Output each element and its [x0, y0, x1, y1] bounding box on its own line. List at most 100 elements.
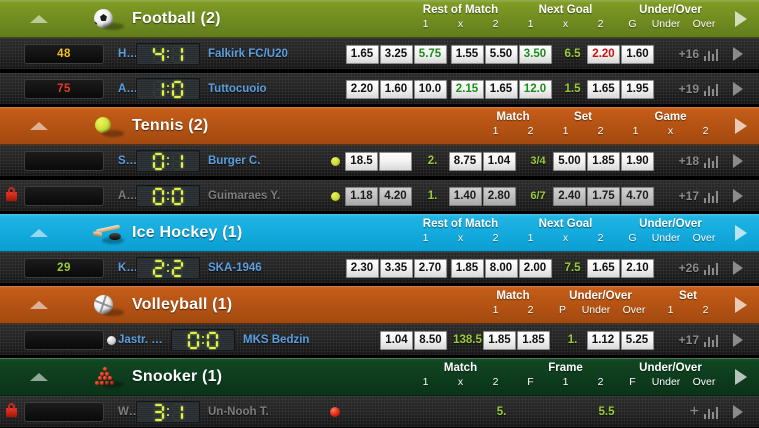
bar-chart-icon[interactable]: [699, 154, 723, 168]
odd-ou-0[interactable]: 2.20: [587, 44, 620, 64]
event-row[interactable]: Simion O.G. Burger C. 18.5 2. 8.751.04 3/…: [0, 145, 759, 177]
more-markets-count[interactable]: +26: [678, 261, 699, 275]
market-col-1: 1: [422, 18, 429, 30]
odd-rest-2[interactable]: 2.70: [413, 258, 447, 278]
play-arrow-icon[interactable]: [723, 358, 759, 396]
bar-chart-icon[interactable]: [699, 261, 723, 275]
more-markets-count[interactable]: +19: [678, 82, 699, 96]
set-number: 1.: [567, 334, 578, 346]
odd-set-0[interactable]: 1.40: [448, 186, 482, 206]
bar-chart-icon[interactable]: [699, 333, 723, 347]
odd-set-0[interactable]: 1.12: [586, 330, 620, 350]
odd-next-0[interactable]: 1.55: [450, 44, 484, 64]
odd-next-2[interactable]: 12.0: [518, 79, 552, 99]
sport-header-icehockey[interactable]: Ice Hockey (1) Rest of Match 1 x 2 Next Go…: [0, 214, 759, 252]
play-arrow-icon[interactable]: [723, 154, 753, 168]
odd-rest-2[interactable]: 10.0: [413, 79, 447, 99]
odd-set-0[interactable]: 8.75: [448, 151, 482, 171]
play-arrow-icon[interactable]: [723, 333, 753, 347]
odd-next-1[interactable]: 5.50: [484, 44, 518, 64]
odd-rest-1[interactable]: 3.25: [379, 44, 413, 64]
play-arrow-icon[interactable]: [723, 82, 753, 96]
market-col-Over: Over: [692, 376, 716, 388]
event-row[interactable]: 48 Hamilton A./U20 Falkirk FC/U20 1.653.…: [0, 38, 759, 70]
event-row[interactable]: 75 Aquila Tuttocuoio 2.201.6010.02.151.6…: [0, 73, 759, 105]
collapse-arrow-icon[interactable]: [28, 119, 50, 133]
market-group-0: Rest of Match 1 x 2: [408, 0, 513, 31]
odd-ou-0[interactable]: 1.65: [587, 79, 620, 99]
market-col-x: x: [562, 18, 569, 30]
more-markets-count[interactable]: +17: [678, 189, 699, 203]
market-columns: 1 x 2: [408, 18, 513, 31]
odd-match-1[interactable]: 8.50: [414, 330, 447, 350]
home-team-name: Hamilton A./U20: [118, 48, 136, 60]
odd-rest-2[interactable]: 5.75: [413, 44, 447, 64]
odd-game-2[interactable]: 1.90: [621, 151, 654, 171]
odd-ou-0[interactable]: 1.65: [587, 258, 620, 278]
odd-ou-1[interactable]: 1.60: [621, 44, 654, 64]
event-row[interactable]: Williams M. Un-Nooh T. 5. 5.5 +: [0, 396, 759, 428]
odd-ou-0[interactable]: 1.85: [483, 330, 516, 350]
bar-chart-icon[interactable]: [699, 189, 723, 203]
play-arrow-icon[interactable]: [723, 189, 753, 203]
odd-match-0[interactable]: 1.18: [345, 186, 378, 206]
odd-next-2[interactable]: 2.00: [518, 258, 552, 278]
odd-game-2[interactable]: 4.70: [621, 186, 654, 206]
odd-game-1[interactable]: 1.85: [587, 151, 620, 171]
market-col-2: 2: [597, 376, 604, 388]
odd-next-1[interactable]: 1.65: [484, 79, 518, 99]
odd-next-0[interactable]: 1.85: [450, 258, 484, 278]
odd-set-1[interactable]: 1.04: [482, 151, 516, 171]
collapse-arrow-icon[interactable]: [28, 370, 50, 384]
odd-next-1[interactable]: 8.00: [484, 258, 518, 278]
odd-rest-1[interactable]: 3.35: [379, 258, 413, 278]
market-group-1: Frame F 1 2: [513, 358, 618, 389]
odd-match-0[interactable]: 18.5: [345, 151, 378, 171]
event-row[interactable]: Alves C. Guimaraes Y. 1.184.20 1. 1.402.8…: [0, 180, 759, 212]
more-markets-count[interactable]: +16: [678, 47, 699, 61]
play-arrow-icon[interactable]: [723, 214, 759, 252]
odd-set-1[interactable]: 2.80: [482, 186, 516, 206]
odd-rest-0[interactable]: 2.30: [345, 258, 379, 278]
more-markets-count[interactable]: +18: [678, 154, 699, 168]
play-arrow-icon[interactable]: [723, 261, 753, 275]
sport-header-football[interactable]: Football (2) Rest of Match 1 x 2 Next Goal…: [0, 0, 759, 38]
add-more-markets[interactable]: +: [689, 403, 699, 420]
odd-ou-1[interactable]: 1.95: [621, 79, 654, 99]
collapse-arrow-icon[interactable]: [28, 12, 50, 26]
collapse-arrow-icon[interactable]: [28, 298, 50, 312]
play-arrow-icon[interactable]: [723, 0, 759, 38]
bar-chart-icon[interactable]: [699, 47, 723, 61]
odd-rest-0[interactable]: 1.65: [345, 44, 379, 64]
odd-ou-1[interactable]: 1.85: [517, 330, 550, 350]
event-row[interactable]: Jastr. Wegiel MKS Bedzin 1.048.50 138.51…: [0, 324, 759, 356]
odd-set-1[interactable]: 5.25: [620, 330, 654, 350]
odd-game-1[interactable]: 1.75: [587, 186, 620, 206]
play-arrow-icon[interactable]: [723, 286, 759, 324]
odd-next-2[interactable]: 3.50: [518, 44, 552, 64]
odd-match-1[interactable]: [379, 151, 412, 171]
collapse-arrow-icon[interactable]: [28, 226, 50, 240]
market-col-2: 2: [702, 304, 709, 316]
odd-ou-1[interactable]: 2.10: [621, 258, 654, 278]
bar-chart-icon[interactable]: [699, 82, 723, 96]
play-arrow-icon[interactable]: [723, 47, 753, 61]
odd-game-0[interactable]: 2.40: [553, 186, 586, 206]
market-col-Over: Over: [692, 18, 716, 30]
under-over-odds: 138.5 1.85 1.85: [449, 324, 554, 356]
odd-game-0[interactable]: 5.00: [553, 151, 586, 171]
sport-header-snooker[interactable]: Snooker (1) Match 1 x 2 Frame F 1 2 Under/Ov…: [0, 358, 759, 396]
more-markets-count[interactable]: +17: [678, 333, 699, 347]
event-row[interactable]: 29 Krasnaya Armiya SKA-1946 2.303.352.70…: [0, 252, 759, 284]
odd-match-0[interactable]: 1.04: [380, 330, 413, 350]
score-display: [136, 257, 200, 279]
play-arrow-icon[interactable]: [723, 107, 759, 145]
odd-match-1[interactable]: 4.20: [379, 186, 412, 206]
odd-rest-1[interactable]: 1.60: [379, 79, 413, 99]
odd-rest-0[interactable]: 2.20: [345, 79, 379, 99]
odd-next-0[interactable]: 2.15: [450, 79, 484, 99]
play-arrow-icon[interactable]: [723, 405, 753, 419]
